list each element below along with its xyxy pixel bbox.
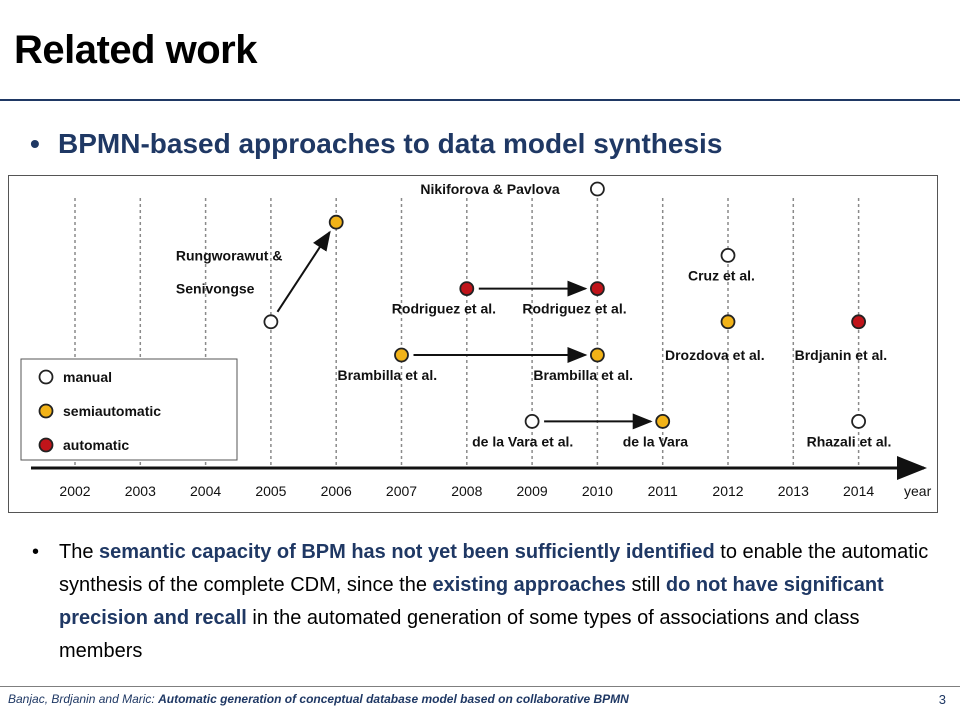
- approach-label: de la Vara: [623, 433, 689, 449]
- year-tick-label: 2013: [778, 483, 809, 499]
- year-tick-label: 2008: [451, 483, 482, 499]
- approach-label: Nikiforova & Pavlova: [420, 181, 559, 197]
- year-tick-label: 2009: [517, 483, 548, 499]
- footer-authors: Banjac, Brdjanin and Maric:: [8, 692, 159, 706]
- body-paragraph-text: The semantic capacity of BPM has not yet…: [59, 536, 932, 668]
- approach-marker-manual: [263, 314, 279, 330]
- approach-marker-manual: [590, 181, 605, 197]
- legend-marker-automatic: [38, 437, 54, 453]
- approach-label: Brambilla et al.: [338, 367, 438, 383]
- legend-marker-semiautomatic: [38, 403, 54, 419]
- approach-label: Drozdova et al.: [665, 347, 765, 363]
- year-tick-label: 2012: [712, 483, 743, 499]
- legend-box: [20, 358, 238, 461]
- timeline-svg: 2002 2003 2004 2005 2006 2007 2008 2009 2010 2011…: [20, 181, 932, 499]
- year-tick-label: 2006: [321, 483, 352, 499]
- approach-label: Brdjanin et al.: [795, 347, 888, 363]
- approach-label: Rungworawut &: [176, 247, 283, 263]
- approach-marker-semiautomatic: [655, 413, 671, 429]
- approach-label: Rhazali et al.: [807, 433, 892, 449]
- title-divider: [0, 99, 960, 101]
- year-tick-label: 2005: [255, 483, 286, 499]
- legend-label: semiautomatic: [63, 403, 161, 419]
- approach-label: Senivongse: [176, 281, 255, 297]
- paragraph-segment: to enable the automatic synthesis of the…: [59, 541, 929, 596]
- year-tick-label: 2007: [386, 483, 417, 499]
- footer-divider: [0, 686, 960, 687]
- paragraph-segment: still: [625, 574, 666, 596]
- timeline-figure: 2002 2003 2004 2005 2006 2007 2008 2009 2010 2011…: [8, 175, 938, 513]
- paragraph-segment: The: [59, 541, 100, 563]
- year-tick-label: 2004: [190, 483, 221, 499]
- highlighted-phrase: semantic capacity of BPM has not yet bee…: [99, 541, 715, 563]
- bullet-dot-icon: •: [32, 541, 40, 563]
- approach-label: de la Vara et al.: [472, 433, 573, 449]
- year-tick-label: 2003: [125, 483, 156, 499]
- approach-marker-semiautomatic: [394, 347, 409, 363]
- year-tick-label: 2002: [59, 483, 90, 499]
- year-tick-label: 2011: [648, 483, 678, 499]
- approach-marker-automatic: [851, 314, 866, 330]
- legend-label: automatic: [63, 437, 129, 453]
- approach-marker-manual: [524, 413, 540, 429]
- approach-label: Rodriguez et al.: [392, 301, 496, 317]
- footer: Banjac, Brdjanin and Maric: Automatic ge…: [8, 692, 629, 706]
- year-tick-label: 2014: [843, 483, 874, 499]
- approach-marker-semiautomatic: [328, 214, 344, 230]
- timeline-arrow: [276, 230, 331, 313]
- approach-label: Brambilla et al.: [533, 367, 633, 383]
- body-paragraph: • The semantic capacity of BPM has not y…: [32, 536, 932, 668]
- approach-marker-manual: [720, 248, 736, 263]
- paragraph-segment: in the automated generation of some type…: [59, 607, 860, 662]
- page-number: 3: [938, 692, 946, 707]
- footer-title: Automatic generation of conceptual datab…: [158, 692, 629, 706]
- highlighted-phrase: do not have significant precision and re…: [59, 574, 884, 629]
- bullet-dot-icon: •: [30, 128, 40, 159]
- axis-label: year: [904, 483, 932, 499]
- year-tick-label: 2010: [582, 483, 613, 499]
- approach-marker-automatic: [459, 281, 475, 296]
- slide-title: Related work: [14, 28, 257, 72]
- approach-marker-semiautomatic: [590, 347, 605, 363]
- approach-marker-semiautomatic: [720, 314, 736, 330]
- legend-label: manual: [63, 369, 112, 385]
- highlighted-phrase: existing approaches: [432, 574, 626, 596]
- approach-label: Cruz et al.: [688, 267, 755, 283]
- approach-label: Rodriguez et al.: [522, 301, 626, 317]
- bullet-heading: • BPMN-based approaches to data model syn…: [30, 128, 722, 160]
- approach-marker-manual: [851, 413, 866, 429]
- bullet-heading-text: BPMN-based approaches to data model synt…: [58, 128, 723, 159]
- legend-marker-manual: [38, 369, 54, 385]
- approach-marker-automatic: [590, 281, 605, 296]
